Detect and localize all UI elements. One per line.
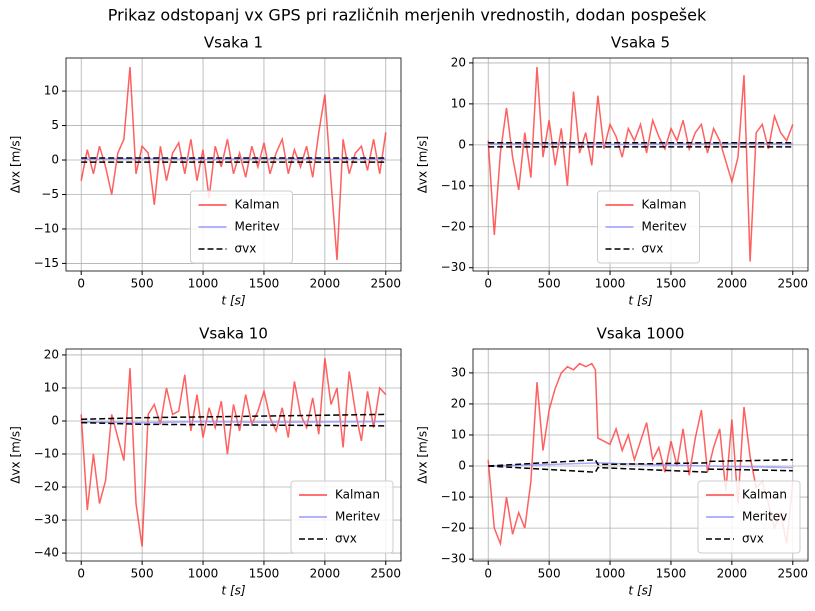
- y-tick-label: 20: [451, 396, 466, 410]
- x-tick-label: 2500: [777, 277, 808, 291]
- x-tick-label: 2000: [717, 567, 748, 581]
- series-line: [488, 459, 793, 473]
- legend-label: σvx: [642, 242, 664, 256]
- legend-label: Meritev: [335, 510, 380, 524]
- y-tick-label: −30: [441, 260, 466, 274]
- x-tick-label: 1500: [656, 277, 687, 291]
- x-tick-label: 2500: [777, 567, 808, 581]
- y-tick-label: −10: [441, 178, 466, 192]
- figure-title: Prikaz odstopanj vx GPS pri različnih me…: [108, 6, 707, 25]
- y-tick-label: 20: [451, 55, 466, 69]
- series-line: [81, 157, 386, 163]
- x-tick-label: 0: [484, 277, 492, 291]
- x-tick-label: 500: [538, 567, 561, 581]
- x-tick-label: 500: [131, 567, 154, 581]
- subplot: 0 500 1000 1500 2000 2500 −30 −20 −10 0 10 20 30 Vsak…: [416, 325, 809, 598]
- y-tick-label: −20: [34, 480, 59, 494]
- series-line: [81, 420, 386, 424]
- y-tick-label: −10: [34, 447, 59, 461]
- x-tick-label: 500: [131, 277, 154, 291]
- y-tick-label: 5: [51, 118, 59, 132]
- x-tick-label: 1000: [188, 567, 219, 581]
- y-tick-label: 10: [44, 84, 59, 98]
- y-tick-label: 30: [451, 365, 466, 379]
- x-tick-label: 500: [538, 277, 561, 291]
- legend-label: σvx: [335, 532, 357, 546]
- y-tick-label: 0: [458, 137, 466, 151]
- x-tick-label: 0: [77, 567, 85, 581]
- y-tick-label: 0: [51, 153, 59, 167]
- x-axis-label: t [s]: [628, 294, 652, 308]
- x-axis-label: t [s]: [221, 294, 245, 308]
- x-tick-label: 1500: [249, 277, 280, 291]
- y-tick-label: −30: [34, 513, 59, 527]
- series-line: [81, 413, 386, 427]
- x-tick-label: 0: [77, 277, 85, 291]
- legend-label: σvx: [235, 242, 257, 256]
- legend-label: Kalman: [335, 488, 380, 502]
- legend-label: Meritev: [642, 220, 687, 234]
- y-tick-label: 10: [44, 380, 59, 394]
- subplot-title: Vsaka 5: [611, 34, 670, 52]
- subplot-title: Vsaka 1000: [597, 325, 685, 343]
- subplot-title: Vsaka 10: [199, 325, 268, 343]
- x-tick-label: 2500: [370, 567, 401, 581]
- axes-frame: [65, 348, 402, 562]
- y-tick-label: −40: [34, 546, 59, 560]
- y-axis-label: Δvx [m/s]: [416, 426, 430, 484]
- y-tick-label: −15: [34, 256, 59, 270]
- x-axis-label: t [s]: [628, 584, 652, 598]
- y-tick-label: −5: [41, 187, 59, 201]
- legend-label: Kalman: [642, 198, 687, 212]
- subplot-title: Vsaka 1: [204, 34, 263, 52]
- x-axis-label: t [s]: [221, 584, 245, 598]
- y-tick-label: −20: [441, 219, 466, 233]
- y-tick-label: 0: [458, 459, 466, 473]
- y-tick-label: 20: [44, 347, 59, 361]
- legend-label: Meritev: [235, 220, 280, 234]
- y-tick-label: −10: [34, 221, 59, 235]
- legend-label: Meritev: [742, 510, 787, 524]
- series-line: [488, 142, 793, 146]
- axes-frame: [472, 348, 809, 562]
- y-axis-label: Δvx [m/s]: [416, 136, 430, 194]
- subplot: 0 500 1000 1500 2000 2500 −30 −20 −10 0 10 20 Vsaka …: [416, 34, 809, 308]
- y-tick-label: 10: [451, 96, 466, 110]
- x-tick-label: 1500: [656, 567, 687, 581]
- legend-label: σvx: [742, 532, 764, 546]
- subplot: 0 500 1000 1500 2000 2500 −40 −30 −20 −10 0 10 20 Vsa…: [9, 325, 402, 598]
- legend-label: Kalman: [235, 198, 280, 212]
- x-tick-label: 2500: [370, 277, 401, 291]
- y-axis-label: Δvx [m/s]: [9, 136, 23, 194]
- x-tick-label: 2000: [717, 277, 748, 291]
- subplot: 0 500 1000 1500 2000 2500 −15 −10 −5 0 5 10 Vsaka 1 t…: [9, 34, 402, 308]
- x-tick-label: 2000: [310, 567, 341, 581]
- x-tick-label: 1500: [249, 567, 280, 581]
- y-tick-label: −20: [441, 521, 466, 535]
- legend: [290, 480, 394, 554]
- legend-label: Kalman: [742, 488, 787, 502]
- series-line: [80, 66, 387, 261]
- series-line: [487, 66, 794, 262]
- y-axis-label: Δvx [m/s]: [9, 426, 23, 484]
- legend: [697, 480, 801, 554]
- axes-frame: [65, 57, 402, 272]
- series-line: [80, 358, 387, 547]
- y-tick-label: 0: [51, 413, 59, 427]
- series-line: [487, 362, 794, 547]
- y-tick-label: −30: [441, 552, 466, 566]
- y-tick-label: 10: [451, 427, 466, 441]
- axes-frame: [472, 57, 809, 272]
- x-tick-label: 1000: [595, 567, 626, 581]
- x-tick-label: 1000: [595, 277, 626, 291]
- y-tick-label: −10: [441, 490, 466, 504]
- x-tick-label: 0: [484, 567, 492, 581]
- x-tick-label: 2000: [310, 277, 341, 291]
- x-tick-label: 1000: [188, 277, 219, 291]
- legend: [597, 190, 700, 264]
- legend: [190, 190, 293, 264]
- series-line: [488, 142, 793, 148]
